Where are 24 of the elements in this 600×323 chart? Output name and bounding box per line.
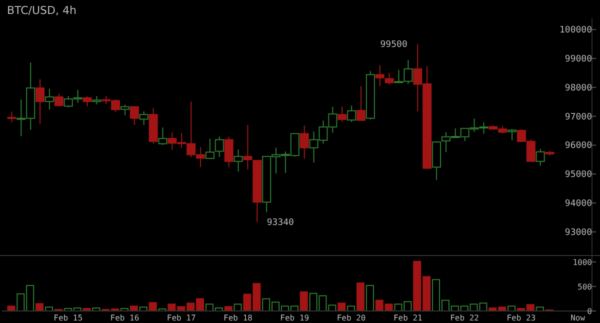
y-tick-label: 96000 — [564, 141, 592, 152]
annotation: 93340 — [266, 218, 294, 228]
x-tick-label: Feb 18 — [224, 314, 253, 323]
y-tick-label: 99000 — [564, 54, 592, 64]
chart-title: BTC/USD, 4h — [7, 4, 76, 17]
y-tick-label: 98000 — [564, 83, 592, 94]
x-tick-label: Feb 20 — [336, 314, 366, 323]
x-tick-label: Feb 15 — [54, 314, 83, 323]
x-tick-label: Feb 22 — [450, 314, 480, 323]
x-tick-label: Feb 17 — [166, 314, 196, 323]
x-tick-label: Feb 16 — [110, 314, 140, 323]
y-tick-label: 500 — [578, 282, 592, 292]
x-tick-label: Now — [570, 314, 586, 323]
y-tick-label: 95000 — [564, 170, 592, 180]
y-tick-label: 97000 — [564, 112, 592, 122]
x-tick-label: Feb 23 — [506, 314, 536, 323]
y-tick-label: 1000 — [572, 258, 592, 267]
x-tick-label: Feb 19 — [280, 314, 310, 323]
x-tick-label: Feb 21 — [393, 314, 423, 323]
y-tick-label: 100000 — [559, 26, 592, 36]
annotation: 99500 — [380, 40, 408, 50]
y-tick-label: 0 — [587, 307, 592, 316]
y-tick-label: 93000 — [564, 228, 592, 238]
y-tick-label: 94000 — [564, 198, 592, 209]
